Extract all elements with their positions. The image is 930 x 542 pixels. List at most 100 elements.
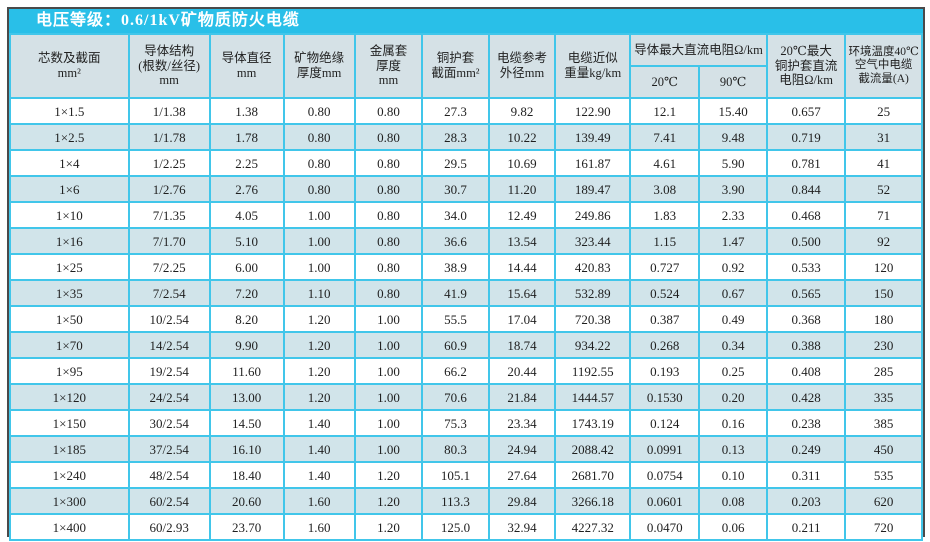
table-cell: 0.80 [353,227,424,255]
table-cell: 1×6 [9,175,130,203]
table-cell: 385 [844,409,923,437]
table-row: 1×4 1/2.25 2.25 0.80 0.80 29.5 10.69 161.87 4.61… [9,149,923,177]
table-cell: 1×25 [9,253,130,281]
table-cell: 1/2.25 [127,149,211,177]
table-cell: 0.25 [698,357,768,385]
table-cell: 0.844 [765,175,847,203]
table-cell: 92 [844,227,923,255]
table-cell: 0.727 [629,253,701,281]
table-cell: 450 [844,435,923,463]
table-cell: 3266.18 [554,487,632,515]
table-cell: 5.10 [208,227,285,255]
col-header-reference-od: 电缆参考 外径mm [487,33,557,99]
table-cell: 18.40 [208,461,285,489]
table-cell: 1.00 [282,227,356,255]
table-cell: 1×70 [9,331,130,359]
table-cell: 0.49 [698,305,768,333]
table-cell: 249.86 [554,201,632,229]
table-row: 1×300 60/2.54 20.60 1.60 1.20 113.3 29.84 3266.… [9,487,923,515]
table-cell: 1.20 [353,513,424,541]
table-cell: 1.15 [629,227,701,255]
table-cell: 0.80 [282,175,356,203]
table-cell: 0.0991 [629,435,701,463]
table-cell: 1×185 [9,435,130,463]
table-cell: 1×4 [9,149,130,177]
col-header-cores-section: 芯数及截面 mm² [9,33,130,99]
table-cell: 0.533 [765,253,847,281]
table-cell: 1.00 [353,409,424,437]
table-cell: 0.0601 [629,487,701,515]
table-cell: 0.524 [629,279,701,307]
table-cell: 10/2.54 [127,305,211,333]
table-row: 1×50 10/2.54 8.20 1.20 1.00 55.5 17.04 720.38 0.… [9,305,923,333]
table-row: 1×2.5 1/1.78 1.78 0.80 0.80 28.3 10.22 139.49 7.… [9,123,923,151]
table-cell: 1.83 [629,201,701,229]
table-cell: 41 [844,149,923,177]
table-cell: 0.368 [765,305,847,333]
table-cell: 0.238 [765,409,847,437]
table-cell: 71 [844,201,923,229]
table-cell: 0.203 [765,487,847,515]
table-cell: 0.80 [282,123,356,151]
table-cell: 28.3 [421,123,490,151]
table-cell: 620 [844,487,923,515]
table-cell: 38.9 [421,253,490,281]
table-cell: 24/2.54 [127,383,211,411]
table-cell: 720 [844,513,923,541]
table-cell: 23.70 [208,513,285,541]
table-cell: 20.44 [487,357,557,385]
table-cell: 60/2.54 [127,487,211,515]
table-cell: 180 [844,305,923,333]
table-cell: 1×1.5 [9,97,130,125]
table-cell: 1192.55 [554,357,632,385]
table-cell: 0.13 [698,435,768,463]
col-header-conductor-structure: 导体结构 (根数/丝径) mm [127,33,211,99]
table-cell: 0.1530 [629,383,701,411]
table-cell: 30.7 [421,175,490,203]
table-cell: 285 [844,357,923,385]
table-cell: 1.47 [698,227,768,255]
table-cell: 5.90 [698,149,768,177]
table-cell: 41.9 [421,279,490,307]
table-row: 1×25 7/2.25 6.00 1.00 0.80 38.9 14.44 420.83 0.7… [9,253,923,281]
table-cell: 0.0754 [629,461,701,489]
table-cell: 15.40 [698,97,768,125]
table-cell: 535 [844,461,923,489]
table-cell: 0.10 [698,461,768,489]
table-cell: 420.83 [554,253,632,281]
table-cell: 161.87 [554,149,632,177]
table-cell: 14.50 [208,409,285,437]
table-cell: 0.268 [629,331,701,359]
table-cell: 29.84 [487,487,557,515]
table-cell: 24.94 [487,435,557,463]
col-header-ampacity: 环境温度40℃ 空气中电缆 截流量(A) [844,33,923,99]
table-cell: 0.80 [353,201,424,229]
table-cell: 13.54 [487,227,557,255]
table-cell: 21.84 [487,383,557,411]
table-cell: 7/2.25 [127,253,211,281]
table-cell: 1×95 [9,357,130,385]
table-cell: 323.44 [554,227,632,255]
table-cell: 1.20 [353,461,424,489]
table-cell: 0.719 [765,123,847,151]
table-cell: 2.76 [208,175,285,203]
table-row: 1×240 48/2.54 18.40 1.40 1.20 105.1 27.64 2681.… [9,461,923,489]
table-cell: 934.22 [554,331,632,359]
table-cell: 18.74 [487,331,557,359]
table-row: 1×70 14/2.54 9.90 1.20 1.00 60.9 18.74 934.22 0.… [9,331,923,359]
table-cell: 0.80 [353,175,424,203]
table-cell: 17.04 [487,305,557,333]
table-cell: 1.00 [353,435,424,463]
table-cell: 29.5 [421,149,490,177]
table-row: 1×95 19/2.54 11.60 1.20 1.00 66.2 20.44 1192.55… [9,357,923,385]
table-row: 1×1.5 1/1.38 1.38 0.80 0.80 27.3 9.82 122.90 12.… [9,97,923,125]
table-cell: 0.80 [353,149,424,177]
table-cell: 12.1 [629,97,701,125]
table-row: 1×35 7/2.54 7.20 1.10 0.80 41.9 15.64 532.89 0.5… [9,279,923,307]
col-header-approx-weight: 电缆近似 重量kg/km [554,33,632,99]
table-cell: 0.311 [765,461,847,489]
table-row: 1×150 30/2.54 14.50 1.40 1.00 75.3 23.34 1743.1… [9,409,923,437]
table-cell: 1.00 [353,305,424,333]
table-cell: 0.67 [698,279,768,307]
table-cell: 1.40 [282,461,356,489]
